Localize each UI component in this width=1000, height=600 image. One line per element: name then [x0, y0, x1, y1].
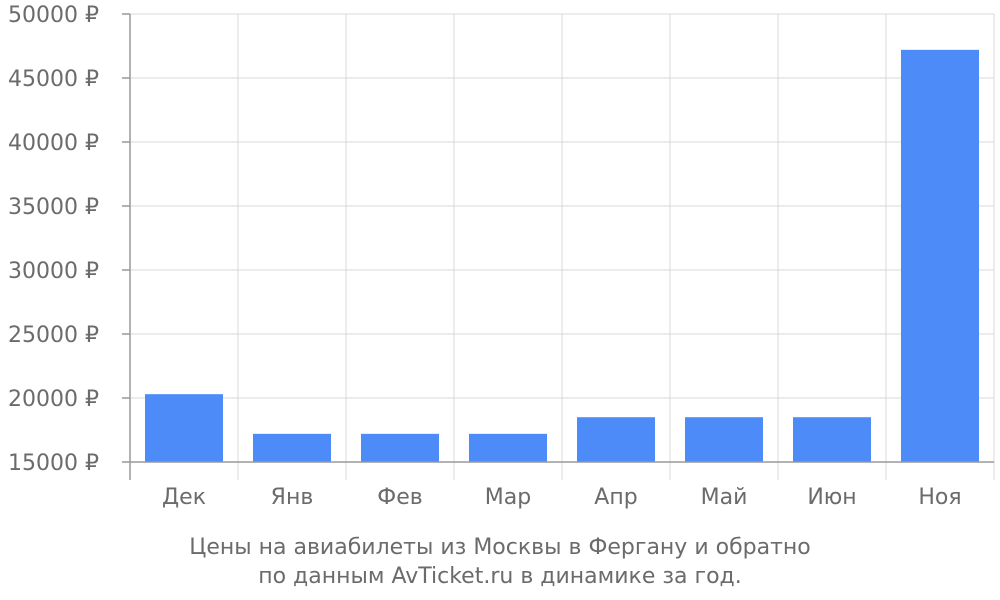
y-tick-labels: 15000 ₽ 20000 ₽ 25000 ₽ 30000 ₽ 35000 ₽ 40000…: [8, 3, 99, 476]
chart-caption-line-1: Цены на авиабилеты из Москвы в Фергану и…: [189, 535, 811, 560]
x-tick-label: Июн: [807, 485, 856, 510]
bar: [793, 417, 871, 462]
bar: [901, 49, 979, 463]
x-tick-label: Ноя: [918, 485, 961, 510]
bars: [145, 49, 979, 463]
x-tick-label: Дек: [162, 485, 206, 510]
axes: [122, 13, 995, 480]
x-tick-labels: Дек Янв Фев Мар Апр Май Июн Ноя: [162, 485, 962, 510]
x-tick-label: Май: [701, 485, 748, 510]
y-tick-label: 20000 ₽: [8, 387, 99, 412]
bar: [469, 433, 547, 462]
y-tick-label: 30000 ₽: [8, 259, 99, 284]
chart-caption-line-2: по данным AvTicket.ru в динамике за год.: [258, 564, 742, 589]
grid-lines: [130, 13, 995, 463]
y-tick-label: 15000 ₽: [8, 451, 99, 476]
y-tick-label: 35000 ₽: [8, 195, 99, 220]
bar: [577, 417, 655, 462]
y-tick-label: 50000 ₽: [8, 3, 99, 28]
bar: [685, 417, 763, 462]
bar: [361, 433, 439, 462]
y-tick-label: 25000 ₽: [8, 323, 99, 348]
x-tick-label: Апр: [594, 485, 637, 510]
y-tick-label: 40000 ₽: [8, 131, 99, 156]
x-tick-label: Мар: [485, 485, 531, 510]
bar: [253, 433, 331, 462]
y-tick-label: 45000 ₽: [8, 67, 99, 92]
x-tick-label: Янв: [271, 485, 314, 510]
bar: [145, 394, 223, 462]
x-tick-label: Фев: [377, 485, 422, 510]
